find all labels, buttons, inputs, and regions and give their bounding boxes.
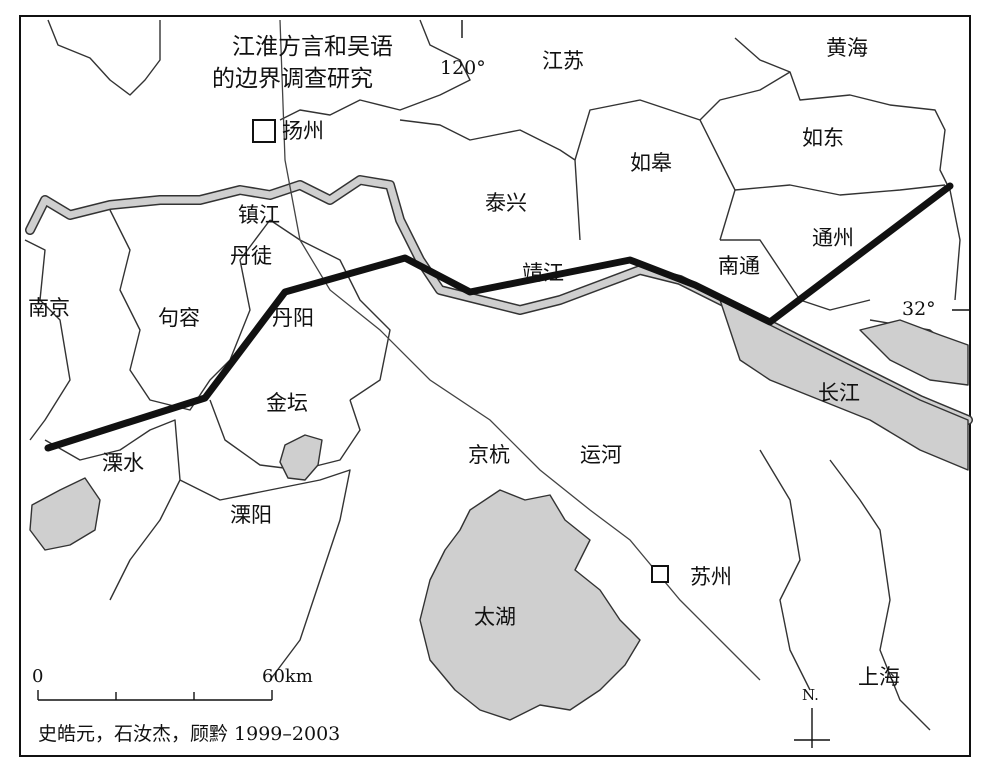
label-dantu: 丹徒: [230, 244, 272, 268]
label-tongzhou: 通州: [812, 226, 854, 250]
boundary-suzhou: [759, 449, 811, 691]
boundary-taixing: [399, 119, 581, 241]
boundary-jurong: [109, 209, 271, 411]
label-taixing: 泰兴: [485, 191, 527, 215]
boundary-liyang: [179, 469, 351, 681]
label-rudong: 如东: [802, 126, 844, 150]
city-marker-suzhou: [651, 565, 669, 583]
label-rugao: 如皋: [630, 151, 672, 175]
boundary-tongzhou: [734, 184, 946, 196]
scale-end-label: 60km: [262, 666, 313, 687]
boundary-yangzhou: [279, 19, 471, 121]
taihu-lake: [419, 489, 641, 721]
north-label: N.: [802, 686, 819, 704]
label-nantong: 南通: [718, 254, 760, 278]
boundary-rudong: [699, 71, 791, 121]
label-zhenjiang: 镇江: [238, 203, 280, 227]
label-taihu: 太湖: [474, 605, 516, 629]
label-liyang: 溧阳: [230, 503, 272, 527]
label-nanjing: 南京: [28, 296, 70, 320]
label-jintan: 金坛: [266, 391, 308, 415]
label-suzhou: 苏州: [690, 565, 732, 589]
lake-jintan: [279, 434, 323, 481]
boundary-nw: [47, 19, 161, 96]
coastline: [734, 37, 961, 301]
label-yangzhou: 扬州: [282, 119, 324, 143]
city-marker-yangzhou: [252, 119, 276, 143]
boundary-nantong: [720, 239, 871, 311]
label-jiangsu: 江苏: [542, 49, 584, 73]
label-shanghai: 上海: [858, 665, 900, 689]
longitude-label: 120°: [440, 57, 486, 79]
grand-canal: [279, 19, 761, 681]
estuary-north: [859, 319, 969, 386]
label-danyang: 丹阳: [272, 306, 314, 330]
label-changjiang: 长江: [818, 381, 860, 405]
lake-lishui: [29, 477, 101, 551]
label-yunhe: 运河: [580, 443, 622, 467]
boundary-lishui: [44, 419, 181, 601]
boundary-nanjing: [24, 239, 71, 441]
scale-start-label: 0: [32, 666, 43, 687]
label-jingjiang: 靖江: [522, 261, 564, 285]
latitude-label: 32°: [902, 298, 936, 320]
boundary-east-south: [829, 459, 931, 731]
label-jinghang: 京杭: [468, 443, 510, 467]
map-credit: 史皓元，石汝杰，顾黔 1999–2003: [38, 723, 340, 745]
label-jurong: 句容: [158, 306, 200, 330]
map-frame: [19, 15, 971, 757]
map-title-line1: 江淮方言和吴语: [232, 34, 393, 60]
label-huanghai: 黄海: [826, 36, 868, 60]
map-title-line2: 的边界调查研究: [212, 66, 373, 92]
dialect-boundary-line: [44, 182, 954, 452]
estuary: [719, 299, 969, 471]
label-lishui: 溧水: [102, 451, 144, 475]
